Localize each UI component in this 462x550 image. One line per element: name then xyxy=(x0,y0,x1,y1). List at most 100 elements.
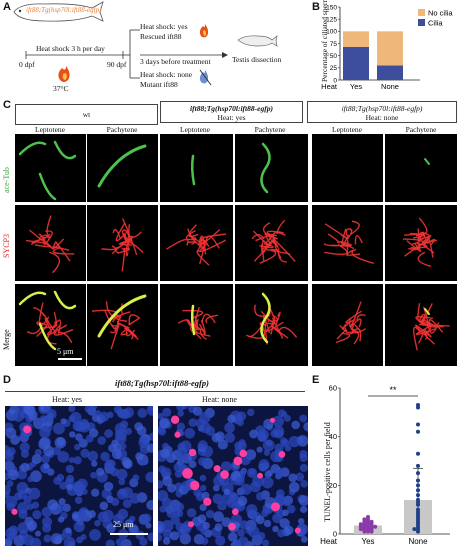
col-leptotene-3: Leptotene xyxy=(332,125,362,134)
tunel-positive-cell xyxy=(189,480,200,491)
tub-micrograph xyxy=(312,134,383,202)
chart-e-ylabel: TUNEL-positive cells per field xyxy=(323,422,332,522)
chart-b-heat-prefix: Heat xyxy=(321,82,338,91)
chart-e-point xyxy=(358,522,363,527)
col-pachytene-2: Pachytene xyxy=(254,125,286,134)
chart-e-point xyxy=(416,483,420,488)
chart-e-point xyxy=(373,524,378,529)
chart-b-bar-no-cilia xyxy=(377,31,403,66)
chart-b-ylabel: Percentage of ciliated spermatocyte xyxy=(320,0,329,82)
col-leptotene-1: Leptotene xyxy=(35,125,65,134)
chart-e-category-label: Yes xyxy=(361,537,374,546)
tunel-positive-cell xyxy=(11,508,18,515)
sycp3-micrograph xyxy=(235,205,308,281)
fish-icon xyxy=(13,1,104,22)
chart-e-ytick-label: 0 xyxy=(333,530,337,539)
cilium xyxy=(424,158,430,165)
tunel-positive-cell xyxy=(257,472,263,479)
panel-b-label: B xyxy=(312,1,320,13)
chart-b-ytick-label: 150 xyxy=(326,4,337,11)
chart-b-ytick-label: 100 xyxy=(326,29,337,36)
small-fish-icon xyxy=(237,35,278,47)
chart-e-point xyxy=(416,463,420,468)
cilium xyxy=(260,292,271,344)
panel-d-left-header: Heat: yes xyxy=(52,395,82,404)
tunel-positive-cell xyxy=(239,449,248,458)
timeline-text: Heat shock 3 h per day xyxy=(36,44,105,53)
header-none-condition: Heat: none xyxy=(365,113,399,122)
panel-d-title: ift88;Tg(hsp70l:ift88-egfp) xyxy=(115,378,209,388)
chart-e-point xyxy=(416,429,420,434)
chart-e-point xyxy=(362,517,367,522)
timeline-start: 0 dpf xyxy=(19,60,35,69)
tunel-positive-cell xyxy=(278,451,286,458)
cilium xyxy=(190,304,196,336)
chart-e-point xyxy=(416,403,420,408)
fish-genotype-label: ift88;Tg(hsp70l:ift88-egfp) xyxy=(26,6,102,14)
panel-c-label: C xyxy=(3,99,11,111)
chart-e-point xyxy=(416,471,420,476)
cilium xyxy=(38,322,57,351)
row-label-sycp3: SYCP3 xyxy=(2,233,11,258)
scalebar-d-label: 25 μm xyxy=(113,520,134,529)
chart-e-ytick-label: 20 xyxy=(329,481,337,490)
tunel-positive-cell xyxy=(270,502,280,512)
row-label-tub: ace-Tub xyxy=(2,167,11,193)
legend-no-cilia-label: No cilia xyxy=(428,9,453,18)
chart-e-point xyxy=(366,514,370,519)
temperature-label: 37°C xyxy=(53,84,69,93)
header-wt-text: wt xyxy=(82,110,91,119)
chart-e-heat-prefix: Heat xyxy=(320,537,338,546)
merge-micrograph xyxy=(312,284,383,366)
tunel-positive-cell xyxy=(294,527,301,534)
panel-e-label: E xyxy=(312,374,320,386)
chart-b-ytick-label: 50 xyxy=(330,53,338,60)
sycp3-micrograph xyxy=(385,205,457,281)
header-heat-yes: ift88;Tg(hsp70l:ift88-egfp) Heat: yes xyxy=(160,101,303,123)
chart-b-ytick-label: 125 xyxy=(326,16,337,23)
chart-e-ytick-label: 40 xyxy=(329,432,337,441)
cilium xyxy=(97,294,147,338)
chart-e-point xyxy=(416,493,420,498)
cilium xyxy=(97,144,147,188)
tunel-positive-cell xyxy=(174,431,181,438)
scalebar-c-label: 5 μm xyxy=(57,347,74,356)
header-wt: wt xyxy=(15,104,158,125)
chart-e-ytick-label: 60 xyxy=(329,384,337,393)
tub-micrograph xyxy=(87,134,158,202)
header-yes-genotype: ift88;Tg(hsp70l:ift88-egfp) xyxy=(190,104,273,113)
cilium xyxy=(260,142,271,194)
merge-micrograph xyxy=(15,284,86,366)
heat-yes-text: Heat shock: yes xyxy=(140,22,188,31)
cilium xyxy=(18,141,47,156)
legend-no-cilia-swatch xyxy=(418,9,425,16)
chart-e-point xyxy=(416,422,420,427)
col-pachytene-1: Pachytene xyxy=(106,125,138,134)
tunel-positive-cell xyxy=(203,497,212,506)
header-none-genotype: ift88;Tg(hsp70l:ift88-egfp) xyxy=(341,104,423,113)
chart-e-point xyxy=(416,507,420,512)
sycp3-micrograph xyxy=(160,205,233,281)
chart-b-category-label: None xyxy=(381,82,399,91)
cilium xyxy=(424,308,430,315)
sycp3-micrograph xyxy=(15,205,86,281)
tub-micrograph xyxy=(385,134,457,202)
tunel-positive-cell xyxy=(233,456,243,466)
legend-cilia-label: Cilia xyxy=(428,19,443,28)
cilium xyxy=(190,154,196,186)
tunel-positive-cell xyxy=(188,448,197,457)
panel-a-schematic xyxy=(13,1,278,86)
tunel-positive-cell xyxy=(269,417,276,423)
cilium xyxy=(53,290,77,310)
tub-micrograph xyxy=(15,134,86,202)
legend-cilia-swatch xyxy=(418,19,425,26)
col-leptotene-2: Leptotene xyxy=(180,125,210,134)
scalebar-d xyxy=(110,533,148,535)
panel-d-right-header: Heat: none xyxy=(202,395,237,404)
sycp3-micrograph xyxy=(312,205,383,281)
merge-micrograph xyxy=(385,284,457,366)
merge-micrograph xyxy=(160,284,233,366)
dissection-text: Testis dissection xyxy=(232,55,282,64)
chart-b-bar-no-cilia xyxy=(343,31,369,47)
chart-e-point xyxy=(416,478,420,483)
